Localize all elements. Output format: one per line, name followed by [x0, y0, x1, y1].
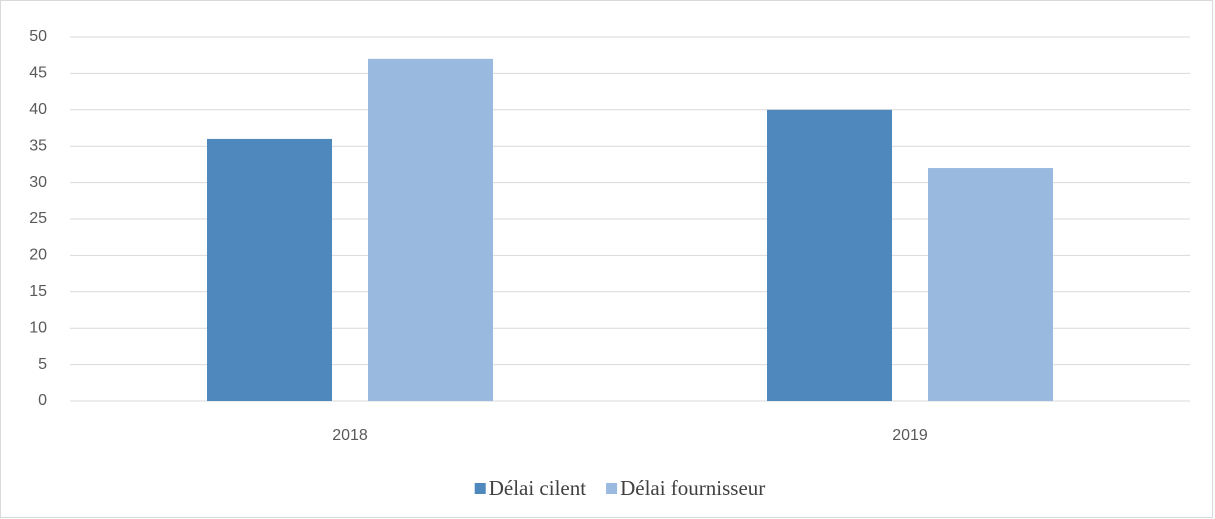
bar	[928, 168, 1053, 401]
y-tick-label: 40	[29, 101, 47, 118]
y-tick-label: 25	[29, 210, 47, 227]
y-tick-label: 10	[29, 319, 47, 336]
y-tick-label: 45	[29, 65, 47, 82]
x-tick-label: 2019	[892, 427, 928, 444]
legend-label: Délai fournisseur	[620, 476, 765, 500]
y-tick-label: 50	[29, 28, 47, 45]
y-tick-label: 35	[29, 137, 47, 154]
y-tick-label: 15	[29, 283, 47, 300]
x-tick-label: 2018	[332, 427, 368, 444]
y-tick-label: 30	[29, 174, 47, 191]
legend-swatch	[474, 483, 486, 494]
bar	[368, 58, 493, 402]
bar	[767, 109, 892, 402]
legend-label: Délai cilent	[489, 476, 587, 500]
y-tick-label: 20	[29, 247, 47, 264]
y-tick-label: 5	[38, 356, 47, 373]
bar	[207, 138, 332, 402]
legend-swatch	[606, 483, 618, 494]
y-tick-label: 0	[38, 392, 47, 409]
